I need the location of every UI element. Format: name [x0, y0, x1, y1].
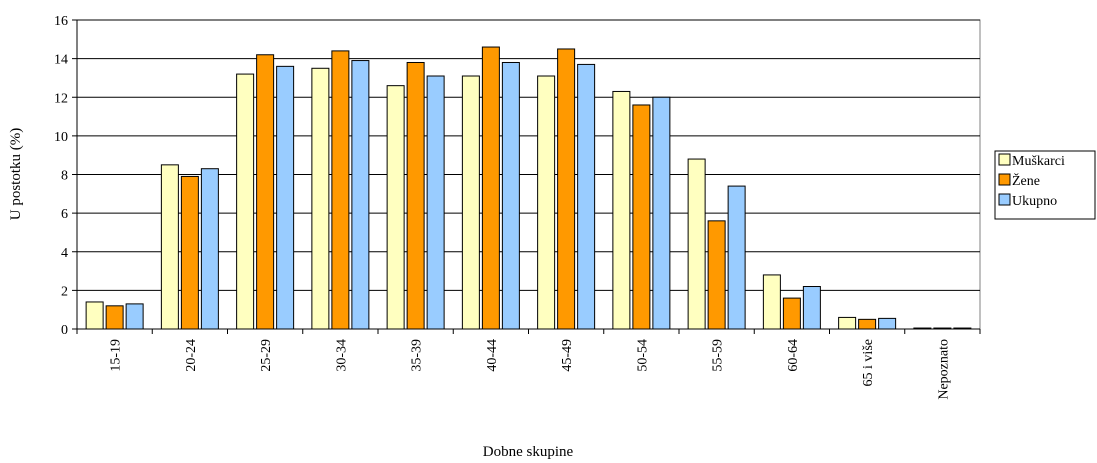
- bar--ene-30-34: [331, 50, 350, 330]
- bar--ene-45-49: [557, 48, 576, 330]
- x-axis-title: Dobne skupine: [483, 444, 574, 460]
- bar-mu-karci-55-59: [687, 158, 706, 330]
- bar--ene-60-64: [782, 297, 801, 330]
- bar--ene-50-54: [632, 104, 651, 330]
- bar-ukupno-30-34: [351, 60, 370, 330]
- legend-label: Muškarci: [1012, 154, 1065, 169]
- bar-mu-karci-45-49: [537, 75, 556, 330]
- bar-mu-karci-25-29: [236, 73, 255, 330]
- bar-ukupno-55-59: [727, 185, 746, 330]
- bar-ukupno-50-54: [652, 96, 671, 330]
- x-tick-label: 30-34: [334, 339, 349, 372]
- bar--ene-65-i-vi-e: [858, 318, 877, 330]
- bar--ene-35-39: [406, 61, 425, 330]
- bar-mu-karci-65-i-vi-e: [838, 316, 857, 330]
- bar--ene-15-19: [105, 305, 124, 330]
- bar-mu-karci-40-44: [461, 75, 480, 330]
- gridlines: [77, 19, 980, 291]
- bar-mu-karci-60-64: [762, 274, 781, 330]
- x-tick-label: 20-24: [184, 339, 199, 372]
- bar-ukupno-65-i-vi-e: [878, 317, 897, 330]
- legend: Muškarci Žene Ukupno: [994, 150, 1096, 220]
- y-tick-label: 8: [61, 169, 68, 184]
- bar-ukupno-25-29: [276, 65, 295, 330]
- bar-ukupno-20-24: [200, 168, 219, 330]
- bar-mu-karci-20-24: [160, 164, 179, 330]
- bar-ukupno-60-64: [802, 286, 821, 330]
- bar--ene-40-44: [481, 46, 500, 330]
- x-tick-label: 40-44: [485, 339, 500, 372]
- y-tick-label: 4: [61, 246, 68, 261]
- y-tick-label: 10: [54, 130, 68, 145]
- legend-swatch: [998, 153, 1011, 166]
- y-tick-label: 14: [54, 53, 68, 68]
- bar-ukupno-40-44: [501, 61, 520, 330]
- legend-label: Žene: [1012, 172, 1040, 189]
- y-axis-title: U postotku (%): [8, 128, 24, 221]
- bar-ukupno-45-49: [577, 63, 596, 330]
- bar-mu-karci-30-34: [311, 67, 330, 330]
- y-tick-label: 2: [61, 284, 68, 299]
- bar-ukupno-35-39: [426, 75, 445, 330]
- y-tick-label: 0: [61, 323, 68, 338]
- x-tick-label: 65 i više: [861, 339, 876, 386]
- x-tick-label: 25-29: [259, 339, 274, 372]
- x-tick-label: 15-19: [109, 339, 124, 372]
- y-tick-label: 12: [54, 91, 68, 106]
- legend-label: Ukupno: [1012, 194, 1057, 209]
- x-tick-label: 50-54: [635, 339, 650, 372]
- legend-box: [994, 150, 1096, 220]
- bar--ene-20-24: [180, 175, 199, 330]
- y-axis-ticks: 0 2 4 6 8 10 12 14 16: [54, 14, 77, 338]
- legend-swatch: [998, 193, 1011, 206]
- bar--ene-55-59: [707, 220, 726, 330]
- x-tick-label: 45-49: [560, 339, 575, 372]
- x-tick-label: 55-59: [711, 339, 726, 372]
- y-tick-label: 16: [54, 14, 68, 29]
- x-tick-label: 35-39: [410, 339, 425, 372]
- x-tick-label: 60-64: [786, 339, 801, 372]
- bar-mu-karci-35-39: [386, 85, 405, 330]
- y-tick-label: 6: [61, 207, 68, 222]
- bar-ukupno-15-19: [125, 303, 144, 330]
- bar--ene-25-29: [256, 54, 275, 330]
- x-tick-label: Nepoznato: [936, 339, 951, 400]
- bar-mu-karci-15-19: [85, 301, 104, 330]
- x-axis-ticks: 15-19 20-24 25-29 30-34 35-39 40-44 45-49 50-54…: [76, 329, 981, 400]
- bar-mu-karci-50-54: [612, 90, 631, 330]
- legend-swatch: [998, 173, 1011, 186]
- bars: [85, 46, 972, 330]
